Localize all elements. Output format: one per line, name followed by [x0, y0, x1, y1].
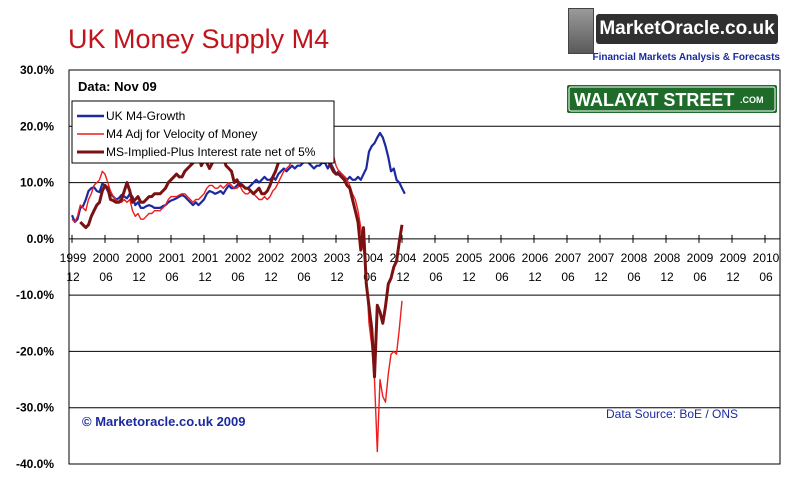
y-tick-label: -10.0% — [16, 288, 54, 302]
x-tick-month: 12 — [330, 270, 344, 284]
x-tick-month: 12 — [528, 270, 542, 284]
x-tick-month: 12 — [132, 270, 146, 284]
x-tick-year: 2000 — [93, 251, 120, 265]
legend-label-ms-implied: MS-Implied-Plus Interest rate net of 5% — [106, 145, 316, 159]
y-tick-label: -20.0% — [16, 344, 54, 358]
x-tick-year: 1999 — [60, 251, 87, 265]
legend-label-uk-m4-growth: UK M4-Growth — [106, 109, 185, 123]
logo-name: MarketOracle.co.uk — [596, 14, 778, 44]
x-tick-month: 12 — [594, 270, 608, 284]
sign-board — [565, 83, 779, 115]
x-tick-month: 12 — [660, 270, 674, 284]
x-tick-year: 2010 — [753, 251, 780, 265]
x-tick-month: 12 — [396, 270, 410, 284]
x-tick-month: 06 — [429, 270, 443, 284]
x-tick-year: 2009 — [687, 251, 714, 265]
x-tick-year: 2002 — [225, 251, 252, 265]
x-tick-month: 12 — [462, 270, 476, 284]
x-tick-month: 06 — [627, 270, 641, 284]
walayat-street-sign[interactable]: WALAYAT STREET .COM — [565, 83, 779, 115]
y-tick-label: 0.0% — [27, 232, 55, 246]
marketoracle-logo[interactable]: MarketOracle.co.uk Financial Markets Ana… — [566, 4, 780, 66]
x-tick-year: 2003 — [291, 251, 318, 265]
x-tick-month: 12 — [264, 270, 278, 284]
x-tick-month: 06 — [231, 270, 245, 284]
copyright-note: © Marketoracle.co.uk 2009 — [82, 414, 246, 429]
data-note: Data: Nov 09 — [78, 79, 157, 94]
x-tick-month: 06 — [561, 270, 575, 284]
y-tick-label: 20.0% — [20, 119, 54, 133]
x-tick-year: 2004 — [357, 251, 384, 265]
x-tick-year: 2001 — [159, 251, 186, 265]
y-tick-label: 10.0% — [20, 176, 54, 190]
x-tick-year: 2007 — [555, 251, 582, 265]
x-tick-year: 2006 — [489, 251, 516, 265]
x-tick-year: 2007 — [588, 251, 615, 265]
sign-suffix: .COM — [740, 95, 764, 105]
chart-title: UK Money Supply M4 — [68, 24, 330, 54]
x-tick-year: 2000 — [126, 251, 153, 265]
x-tick-month: 12 — [726, 270, 740, 284]
x-tick-month: 06 — [495, 270, 509, 284]
sign-border — [568, 86, 776, 112]
x-tick-month: 06 — [165, 270, 179, 284]
logo-photo-icon — [568, 8, 594, 54]
legend-box — [71, 100, 335, 164]
series-line-m4-adj-velocity — [71, 142, 403, 453]
legend-label-m4-adj-velocity: M4 Adj for Velocity of Money — [106, 127, 257, 141]
y-tick-label: -40.0% — [16, 457, 54, 471]
x-tick-year: 2004 — [390, 251, 417, 265]
legend: UK M4-Growth M4 Adj for Velocity of Mone… — [71, 100, 335, 164]
x-tick-month: 12 — [66, 270, 80, 284]
series-line-ms-implied — [79, 136, 404, 379]
x-tick-year: 2001 — [192, 251, 219, 265]
x-tick-year: 2009 — [720, 251, 747, 265]
data-source-note: Data Source: BoE / ONS — [606, 407, 738, 421]
logo-tagline: Financial Markets Analysis & Forecasts — [592, 52, 781, 63]
x-tick-year: 2008 — [621, 251, 648, 265]
x-tick-year: 2003 — [324, 251, 351, 265]
x-tick-month: 06 — [759, 270, 773, 284]
x-tick-month: 06 — [297, 270, 311, 284]
x-tick-month: 12 — [198, 270, 212, 284]
x-tick-month: 06 — [693, 270, 707, 284]
x-tick-year: 2002 — [258, 251, 285, 265]
x-tick-year: 2006 — [522, 251, 549, 265]
x-tick-month: 06 — [99, 270, 113, 284]
y-tick-label: 30.0% — [20, 63, 54, 77]
sign-text: WALAYAT STREET — [574, 90, 734, 110]
x-tick-year: 2008 — [654, 251, 681, 265]
y-tick-label: -30.0% — [16, 401, 54, 415]
x-tick-year: 2005 — [423, 251, 450, 265]
x-tick-year: 2005 — [456, 251, 483, 265]
